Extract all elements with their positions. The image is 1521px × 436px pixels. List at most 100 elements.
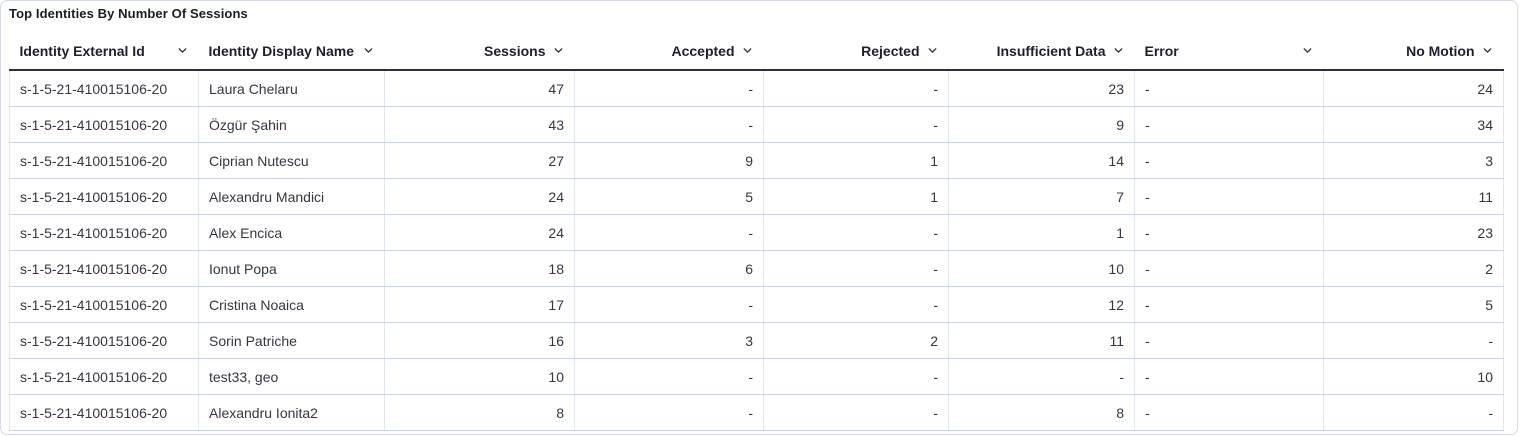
table-row: s-1-5-21-410015106-20 Alexandru Ionita2 8-… [9, 394, 1504, 431]
cell-identity-display-name: Laura Chelaru [198, 70, 385, 107]
column-label: Insufficient Data [996, 42, 1106, 59]
identities-table-wrapper: Identity External Id Identity Display Nam… [9, 32, 1504, 431]
column-label: Accepted [671, 42, 735, 59]
cell-identity-external-id: s-1-5-21-410015106-20 [9, 178, 199, 215]
cell-rejected: 2 [763, 322, 949, 359]
cell-error: - [1134, 394, 1324, 431]
cell-accepted: - [574, 286, 764, 323]
cell-sessions: 47 [384, 70, 575, 107]
cell-identity-external-id: s-1-5-21-410015106-20 [9, 214, 199, 251]
cell-accepted: - [574, 394, 764, 431]
column-header-sessions[interactable]: Sessions [384, 32, 575, 71]
cell-error: - [1134, 358, 1324, 395]
column-header-error[interactable]: Error [1134, 32, 1324, 71]
cell-accepted: - [574, 358, 764, 395]
table-row: s-1-5-21-410015106-20 Ciprian Nutescu 27 9 1… [9, 142, 1504, 179]
cell-rejected: - [763, 286, 949, 323]
cell-identity-external-id: s-1-5-21-410015106-20 [9, 142, 199, 179]
chevron-down-icon [1301, 44, 1314, 57]
table-row: s-1-5-21-410015106-20 Alexandru Mandici 24… [9, 178, 1504, 215]
cell-no-motion: 5 [1323, 286, 1504, 323]
chevron-down-icon [176, 44, 189, 57]
cell-accepted: 6 [574, 250, 764, 287]
cell-insufficient-data: 8 [948, 394, 1135, 431]
cell-error: - [1134, 286, 1324, 323]
cell-rejected: 1 [763, 178, 949, 215]
table-row: s-1-5-21-410015106-20 test33, geo 10- - - -10 [9, 358, 1504, 395]
cell-identity-display-name: Sorin Patriche [198, 322, 385, 359]
cell-identity-external-id: s-1-5-21-410015106-20 [9, 70, 199, 107]
column-label: No Motion [1406, 42, 1475, 59]
cell-sessions: 27 [384, 142, 575, 179]
cell-insufficient-data: 14 [948, 142, 1135, 179]
cell-rejected: - [763, 250, 949, 287]
cell-insufficient-data: 1 [948, 214, 1135, 251]
chevron-down-icon [741, 44, 754, 57]
cell-accepted: - [574, 106, 764, 143]
column-header-no-motion[interactable]: No Motion [1323, 32, 1504, 71]
column-header-identity-external-id[interactable]: Identity External Id [9, 32, 199, 71]
cell-identity-display-name: Alexandru Mandici [198, 178, 385, 215]
cell-identity-external-id: s-1-5-21-410015106-20 [9, 286, 199, 323]
cell-sessions: 10 [384, 358, 575, 395]
cell-no-motion: 23 [1323, 214, 1504, 251]
cell-identity-display-name: Ionut Popa [198, 250, 385, 287]
column-label: Identity Display Name [208, 42, 355, 59]
panel-title: Top Identities By Number Of Sessions [9, 6, 248, 21]
cell-accepted: 5 [574, 178, 764, 215]
column-header-accepted[interactable]: Accepted [574, 32, 764, 71]
table-row: s-1-5-21-410015106-20 Laura Chelaru 47- -23… [9, 70, 1504, 107]
cell-sessions: 43 [384, 106, 575, 143]
cell-sessions: 8 [384, 394, 575, 431]
cell-rejected: - [763, 106, 949, 143]
cell-error: - [1134, 70, 1324, 107]
cell-no-motion: 11 [1323, 178, 1504, 215]
cell-identity-external-id: s-1-5-21-410015106-20 [9, 250, 199, 287]
cell-identity-display-name: Alex Encica [198, 214, 385, 251]
table-row: s-1-5-21-410015106-20 Özgür Şahin 43- -9-34 [9, 106, 1504, 143]
cell-sessions: 24 [384, 178, 575, 215]
cell-identity-display-name: test33, geo [198, 358, 385, 395]
cell-no-motion: - [1323, 394, 1504, 431]
chevron-down-icon [926, 44, 939, 57]
column-header-identity-display-name[interactable]: Identity Display Name [198, 32, 385, 71]
chevron-down-icon [1481, 44, 1494, 57]
cell-no-motion: 34 [1323, 106, 1504, 143]
chevron-down-icon [552, 44, 565, 57]
cell-sessions: 24 [384, 214, 575, 251]
cell-error: - [1134, 322, 1324, 359]
column-header-rejected[interactable]: Rejected [763, 32, 949, 71]
cell-insufficient-data: 23 [948, 70, 1135, 107]
cell-accepted: - [574, 70, 764, 107]
cell-error: - [1134, 106, 1324, 143]
table-header-row: Identity External Id Identity Display Nam… [9, 32, 1504, 71]
table-row: s-1-5-21-410015106-20 Sorin Patriche 16 3 2 1… [9, 322, 1504, 359]
cell-insufficient-data: - [948, 358, 1135, 395]
cell-no-motion: 3 [1323, 142, 1504, 179]
column-label: Identity External Id [19, 42, 145, 59]
chevron-down-icon [1112, 44, 1125, 57]
cell-identity-display-name: Ciprian Nutescu [198, 142, 385, 179]
cell-error: - [1134, 214, 1324, 251]
cell-rejected: - [763, 214, 949, 251]
identities-table: Identity External Id Identity Display Nam… [9, 32, 1504, 431]
column-label: Sessions [484, 42, 546, 59]
cell-no-motion: 2 [1323, 250, 1504, 287]
table-row: s-1-5-21-410015106-20 Cristina Noaica 17- -… [9, 286, 1504, 323]
cell-error: - [1134, 250, 1324, 287]
cell-sessions: 16 [384, 322, 575, 359]
cell-identity-external-id: s-1-5-21-410015106-20 [9, 358, 199, 395]
column-label: Rejected [861, 42, 920, 59]
cell-sessions: 17 [384, 286, 575, 323]
cell-insufficient-data: 9 [948, 106, 1135, 143]
cell-no-motion: 24 [1323, 70, 1504, 107]
cell-rejected: - [763, 70, 949, 107]
cell-rejected: - [763, 394, 949, 431]
table-row: s-1-5-21-410015106-20 Alex Encica 24- -1-23 [9, 214, 1504, 251]
column-header-insufficient-data[interactable]: Insufficient Data [948, 32, 1135, 71]
column-label: Error [1144, 42, 1179, 59]
cell-accepted: 9 [574, 142, 764, 179]
cell-sessions: 18 [384, 250, 575, 287]
cell-accepted: 3 [574, 322, 764, 359]
cell-insufficient-data: 11 [948, 322, 1135, 359]
